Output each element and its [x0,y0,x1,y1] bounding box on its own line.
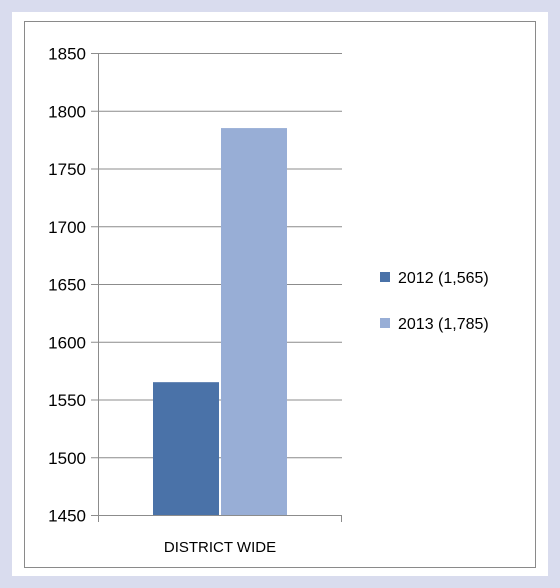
y-tick-label: 1450 [48,507,86,526]
legend-swatch-2012 [380,272,390,282]
y-tick-label: 1800 [48,102,86,121]
legend: 2012 (1,565) 2013 (1,785) [380,270,489,333]
y-tick-label: 1600 [48,333,86,352]
y-tick-label: 1650 [48,276,86,295]
axes [98,53,342,522]
bars [153,128,287,515]
y-tick-label: 1500 [48,449,86,468]
y-tick-label: 1700 [48,218,86,237]
legend-label-2012: 2012 (1,565) [398,270,489,287]
bar-2013 [221,128,287,515]
y-tick-label: 1750 [48,160,86,179]
y-tick-label: 1550 [48,391,86,410]
bar-2012 [153,382,219,515]
gridlines [91,53,342,516]
chart-border [24,21,536,568]
y-tick-labels: 1450 1500 1550 1600 1650 1700 1750 1800 1850 [48,45,86,526]
x-category-label: DISTRICT WIDE [164,539,276,556]
legend-swatch-2013 [380,318,390,328]
y-tick-label: 1850 [48,45,86,64]
legend-label-2013: 2013 (1,785) [398,316,489,333]
